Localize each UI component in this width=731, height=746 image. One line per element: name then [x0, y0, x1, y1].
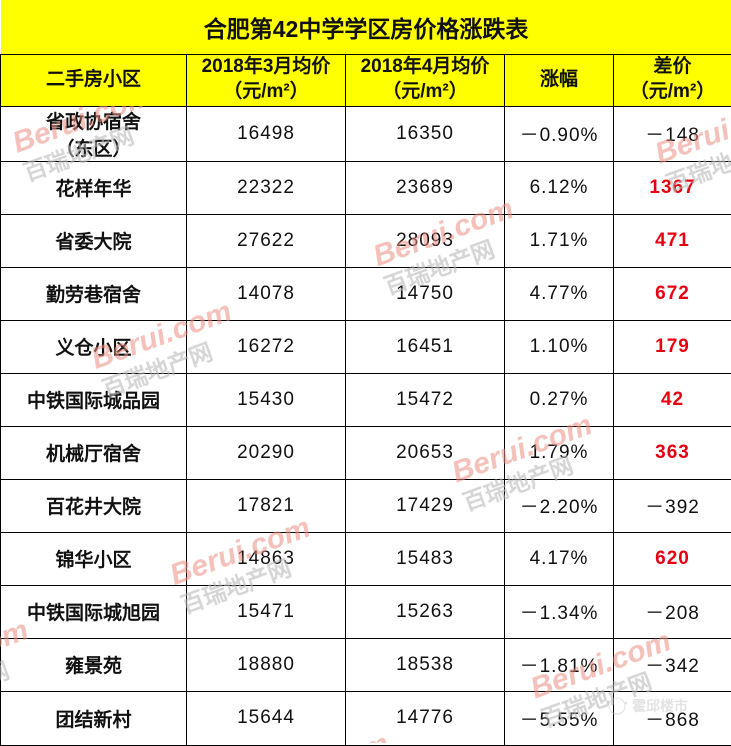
svg-text:霍邱楼市: 霍邱楼市: [632, 698, 688, 714]
